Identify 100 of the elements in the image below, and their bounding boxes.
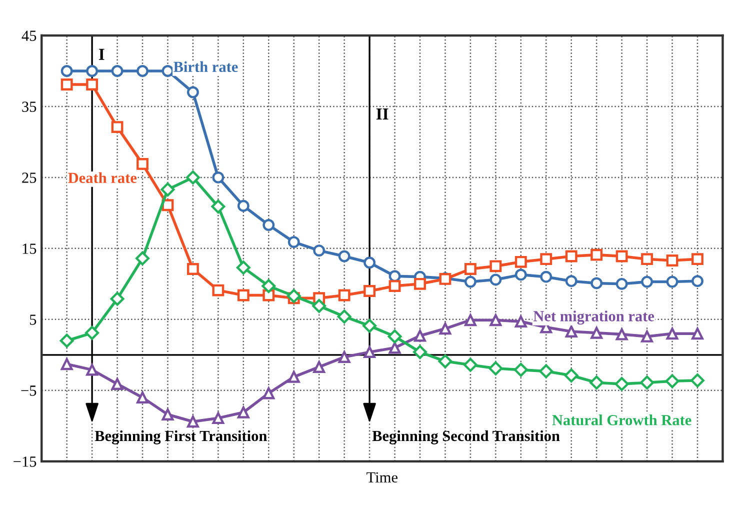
point xyxy=(438,354,452,368)
point xyxy=(136,392,148,404)
point xyxy=(641,330,653,342)
point xyxy=(86,364,98,376)
point xyxy=(111,121,124,134)
annotation: Beginning Second Transition xyxy=(372,430,560,444)
point xyxy=(86,78,98,90)
point xyxy=(362,318,377,333)
series-label: Net migration rate xyxy=(533,310,654,325)
point xyxy=(641,253,653,266)
point xyxy=(665,374,680,388)
point xyxy=(640,376,654,390)
point xyxy=(212,171,224,184)
point xyxy=(162,408,174,420)
point xyxy=(590,376,604,390)
point xyxy=(111,65,124,77)
point xyxy=(692,253,704,266)
point xyxy=(186,86,199,98)
point xyxy=(641,276,653,288)
series-label: Birth rate xyxy=(174,61,238,72)
point xyxy=(666,328,678,340)
point xyxy=(212,284,224,296)
point xyxy=(286,288,301,303)
point xyxy=(388,342,401,354)
point xyxy=(514,316,527,328)
point xyxy=(464,276,476,288)
point xyxy=(590,326,603,339)
y-tick-label: 25 xyxy=(22,172,36,183)
point xyxy=(590,248,603,261)
point xyxy=(540,253,552,266)
point xyxy=(616,250,628,262)
point xyxy=(262,387,275,400)
point xyxy=(564,368,578,382)
y-tick-label: −5 xyxy=(21,386,36,396)
point xyxy=(490,314,502,326)
point xyxy=(514,256,527,268)
y-tick-label: 5 xyxy=(30,314,36,325)
point xyxy=(160,182,175,197)
point xyxy=(388,329,402,344)
point xyxy=(186,416,199,428)
point xyxy=(237,200,250,212)
point xyxy=(288,370,300,383)
point xyxy=(514,362,528,377)
point xyxy=(364,285,376,297)
point xyxy=(60,358,73,370)
point xyxy=(565,326,578,338)
y-tick-label: 45 xyxy=(22,30,36,41)
point xyxy=(312,298,326,313)
point xyxy=(337,310,352,324)
point xyxy=(464,314,476,326)
point xyxy=(60,65,73,77)
point xyxy=(414,330,426,342)
point xyxy=(614,377,629,392)
point xyxy=(136,251,150,266)
point xyxy=(313,360,326,373)
point xyxy=(565,275,578,288)
point xyxy=(313,244,326,257)
series-label: Natural Growth Rate xyxy=(552,414,692,426)
point xyxy=(666,254,678,266)
series-label: Death rate xyxy=(68,172,137,184)
point xyxy=(262,279,276,294)
point xyxy=(338,351,350,363)
point xyxy=(464,263,476,275)
point xyxy=(60,78,73,90)
point xyxy=(364,256,376,269)
point xyxy=(539,364,554,378)
y-tick-label: 15 xyxy=(22,244,36,254)
point xyxy=(338,289,350,302)
point xyxy=(162,65,174,77)
point xyxy=(488,361,503,376)
point xyxy=(414,278,426,290)
point xyxy=(110,292,124,306)
x-axis-title: Time xyxy=(366,472,398,483)
point xyxy=(590,277,603,290)
point xyxy=(666,276,678,288)
y-tick-label: −15 xyxy=(14,456,36,467)
point xyxy=(237,289,250,302)
point xyxy=(237,406,250,418)
y-tick-label: 35 xyxy=(22,102,36,112)
point xyxy=(111,378,124,390)
point xyxy=(490,274,502,286)
point xyxy=(236,260,250,275)
point xyxy=(262,219,275,231)
point xyxy=(565,250,578,262)
point xyxy=(692,275,704,288)
point xyxy=(186,263,199,275)
point xyxy=(463,358,478,372)
point xyxy=(136,158,148,170)
point xyxy=(616,328,628,340)
point xyxy=(85,326,100,340)
point xyxy=(60,334,74,348)
point xyxy=(212,412,224,424)
point xyxy=(439,322,452,335)
point xyxy=(616,278,628,290)
point xyxy=(338,250,350,262)
point xyxy=(412,345,427,360)
annotation: Beginning First Transition xyxy=(94,430,267,444)
point xyxy=(514,268,527,281)
point xyxy=(136,65,148,77)
point xyxy=(288,236,300,248)
